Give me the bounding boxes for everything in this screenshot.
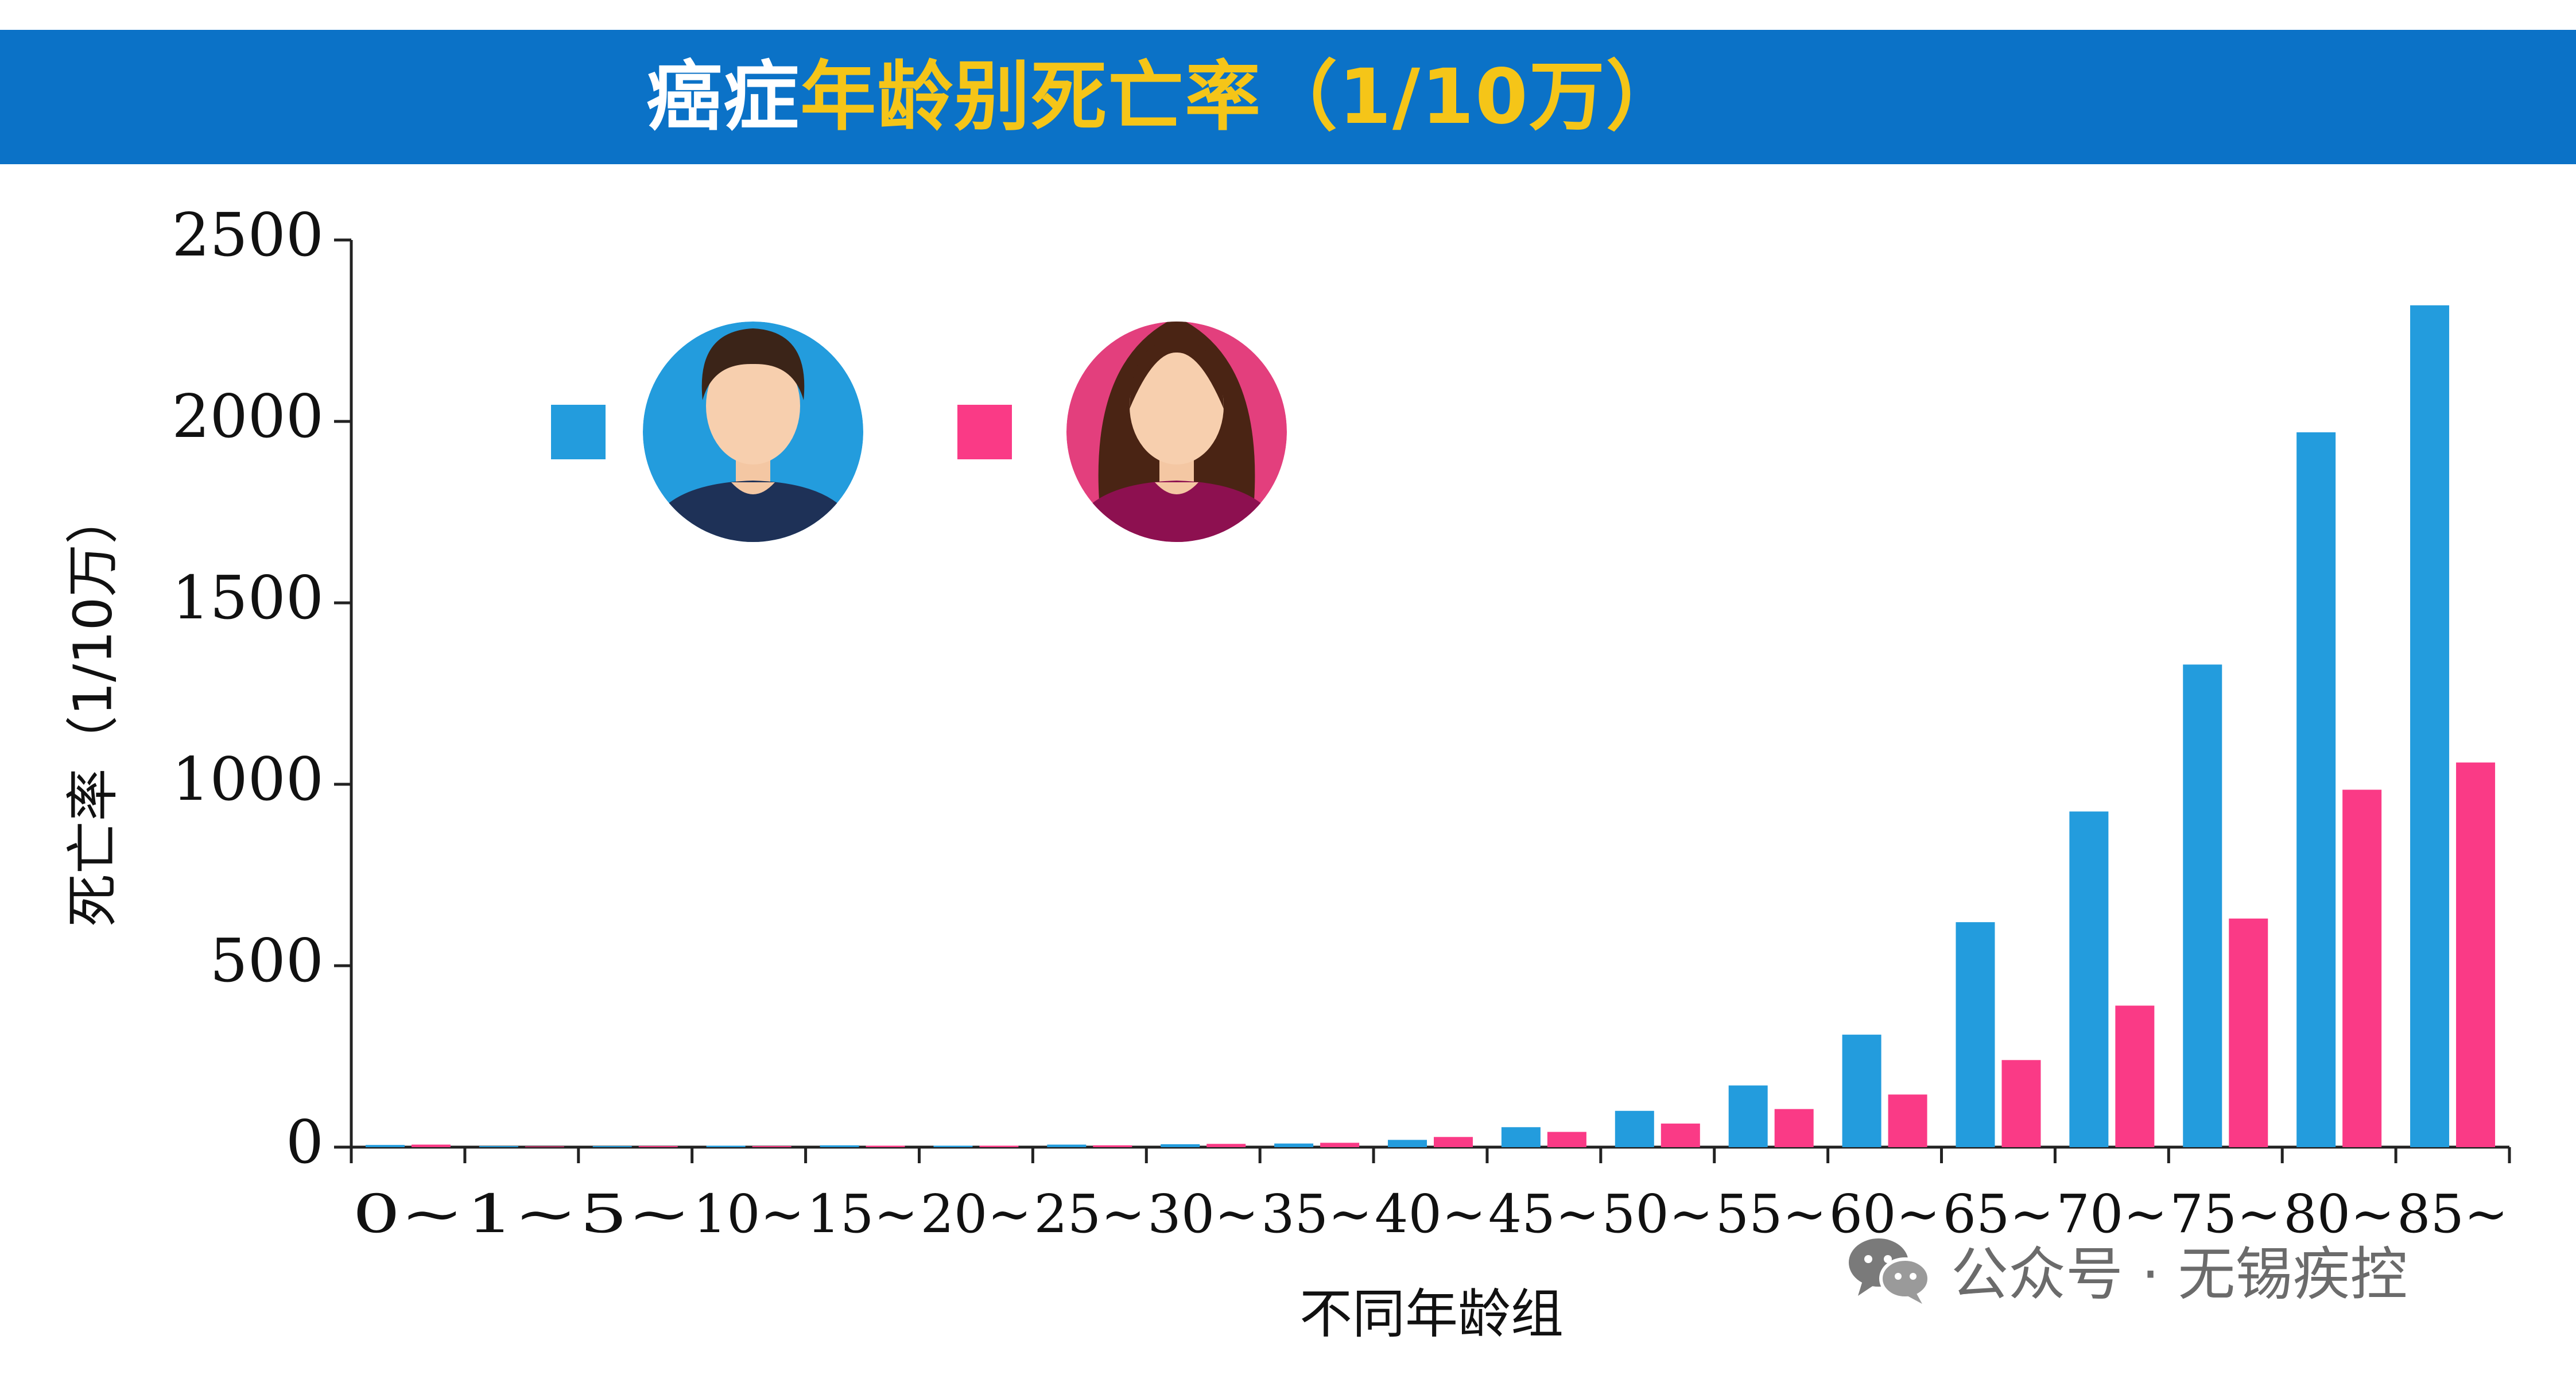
x-tick-label: 25~	[1034, 1183, 1145, 1245]
female-bar	[2001, 1060, 2041, 1147]
female-bar	[1661, 1123, 1700, 1147]
x-tick-label: 55~	[1716, 1183, 1827, 1245]
y-tick-label: 2500	[172, 200, 324, 270]
male-bar	[820, 1145, 859, 1147]
male-bar	[479, 1146, 518, 1147]
y-tick-label: 1000	[172, 744, 324, 814]
plot-area: 0 500 1000 1500 2000 2500 0~ 1~ 5~ 10~ 15~ 20~ 25~ 30…	[172, 200, 2511, 1245]
female-bar	[866, 1145, 905, 1147]
y-tick-label: 0	[286, 1107, 324, 1177]
female-bar	[1206, 1144, 1246, 1147]
female-bar	[1093, 1145, 1132, 1147]
female-bar	[411, 1144, 451, 1147]
x-tick-label: 75~	[2170, 1183, 2281, 1245]
y-tick-label: 2000	[172, 381, 324, 451]
female-bar	[2229, 918, 2268, 1147]
male-legend-swatch	[551, 405, 606, 459]
male-bar	[1728, 1085, 1768, 1147]
male-bar	[1388, 1140, 1427, 1147]
y-tick-label: 1500	[172, 563, 324, 633]
male-bar	[1047, 1144, 1087, 1147]
x-tick-label: 20~	[920, 1183, 1031, 1245]
watermark-text: 公众号 · 无锡疾控	[1951, 1240, 2408, 1308]
x-tick-label: 50~	[1602, 1183, 1713, 1245]
chart-title: 癌症年龄别死亡率（1/10万）	[0, 30, 2576, 164]
female-bar	[1774, 1109, 1814, 1147]
male-bar	[1161, 1144, 1200, 1147]
female-bar	[1888, 1094, 1927, 1147]
male-bar	[706, 1145, 746, 1147]
female-bar	[2456, 762, 2496, 1147]
female-bar	[2115, 1005, 2155, 1147]
x-tick-label: 5~	[580, 1183, 691, 1245]
male-bar	[2183, 664, 2222, 1147]
male-bar	[1615, 1110, 1654, 1147]
title-band	[0, 30, 2576, 164]
y-tick-label: 500	[210, 926, 324, 996]
x-axis-label: 不同年龄组	[1299, 1283, 1564, 1345]
x-tick-label: 10~	[693, 1183, 805, 1245]
male-bar	[592, 1146, 632, 1147]
male-bar	[365, 1145, 405, 1147]
y-axis-label: 死亡率（1/10万）	[62, 491, 123, 927]
female-bar	[1320, 1143, 1360, 1147]
watermark: 公众号 · 无锡疾控	[1845, 1229, 2407, 1309]
x-tick-label: 1~	[466, 1183, 577, 1245]
x-tick-label: 65~	[1943, 1183, 2054, 1245]
female-bar	[638, 1146, 678, 1147]
female-bar	[979, 1145, 1019, 1147]
x-tick-label: 70~	[2056, 1183, 2167, 1245]
female-avatar-icon	[1066, 322, 1287, 542]
x-tick-label: 45~	[1488, 1183, 1600, 1245]
x-tick-label: 30~	[1147, 1183, 1259, 1245]
x-tick-label: 40~	[1375, 1183, 1486, 1245]
male-avatar-icon	[643, 322, 863, 542]
male-bar	[1842, 1035, 1881, 1147]
wechat-icon	[1849, 1238, 1931, 1304]
male-bar	[1501, 1127, 1541, 1147]
chart-title-part1: 癌症	[646, 53, 801, 141]
male-bar	[2410, 305, 2450, 1147]
male-bar	[1274, 1143, 1314, 1147]
female-bar	[752, 1146, 792, 1147]
x-tick-label: 0~	[352, 1183, 464, 1245]
female-legend-swatch	[957, 405, 1012, 459]
male-bar	[1956, 922, 1995, 1147]
legend	[551, 322, 1287, 542]
male-bar	[2296, 432, 2336, 1148]
x-tick-label: 35~	[1261, 1183, 1372, 1245]
male-bar	[2069, 811, 2109, 1147]
x-tick-label: 60~	[1829, 1183, 1941, 1245]
female-bar	[2342, 789, 2382, 1147]
x-tick-label: 80~	[2283, 1183, 2395, 1245]
male-bar	[933, 1145, 973, 1147]
x-tick-label: 85~	[2397, 1183, 2508, 1245]
female-bar	[1547, 1132, 1586, 1147]
chart-title-part2: 年龄别死亡率（1/10万）	[800, 53, 1683, 141]
x-tick-label: 15~	[807, 1183, 918, 1245]
female-bar	[1434, 1137, 1473, 1147]
